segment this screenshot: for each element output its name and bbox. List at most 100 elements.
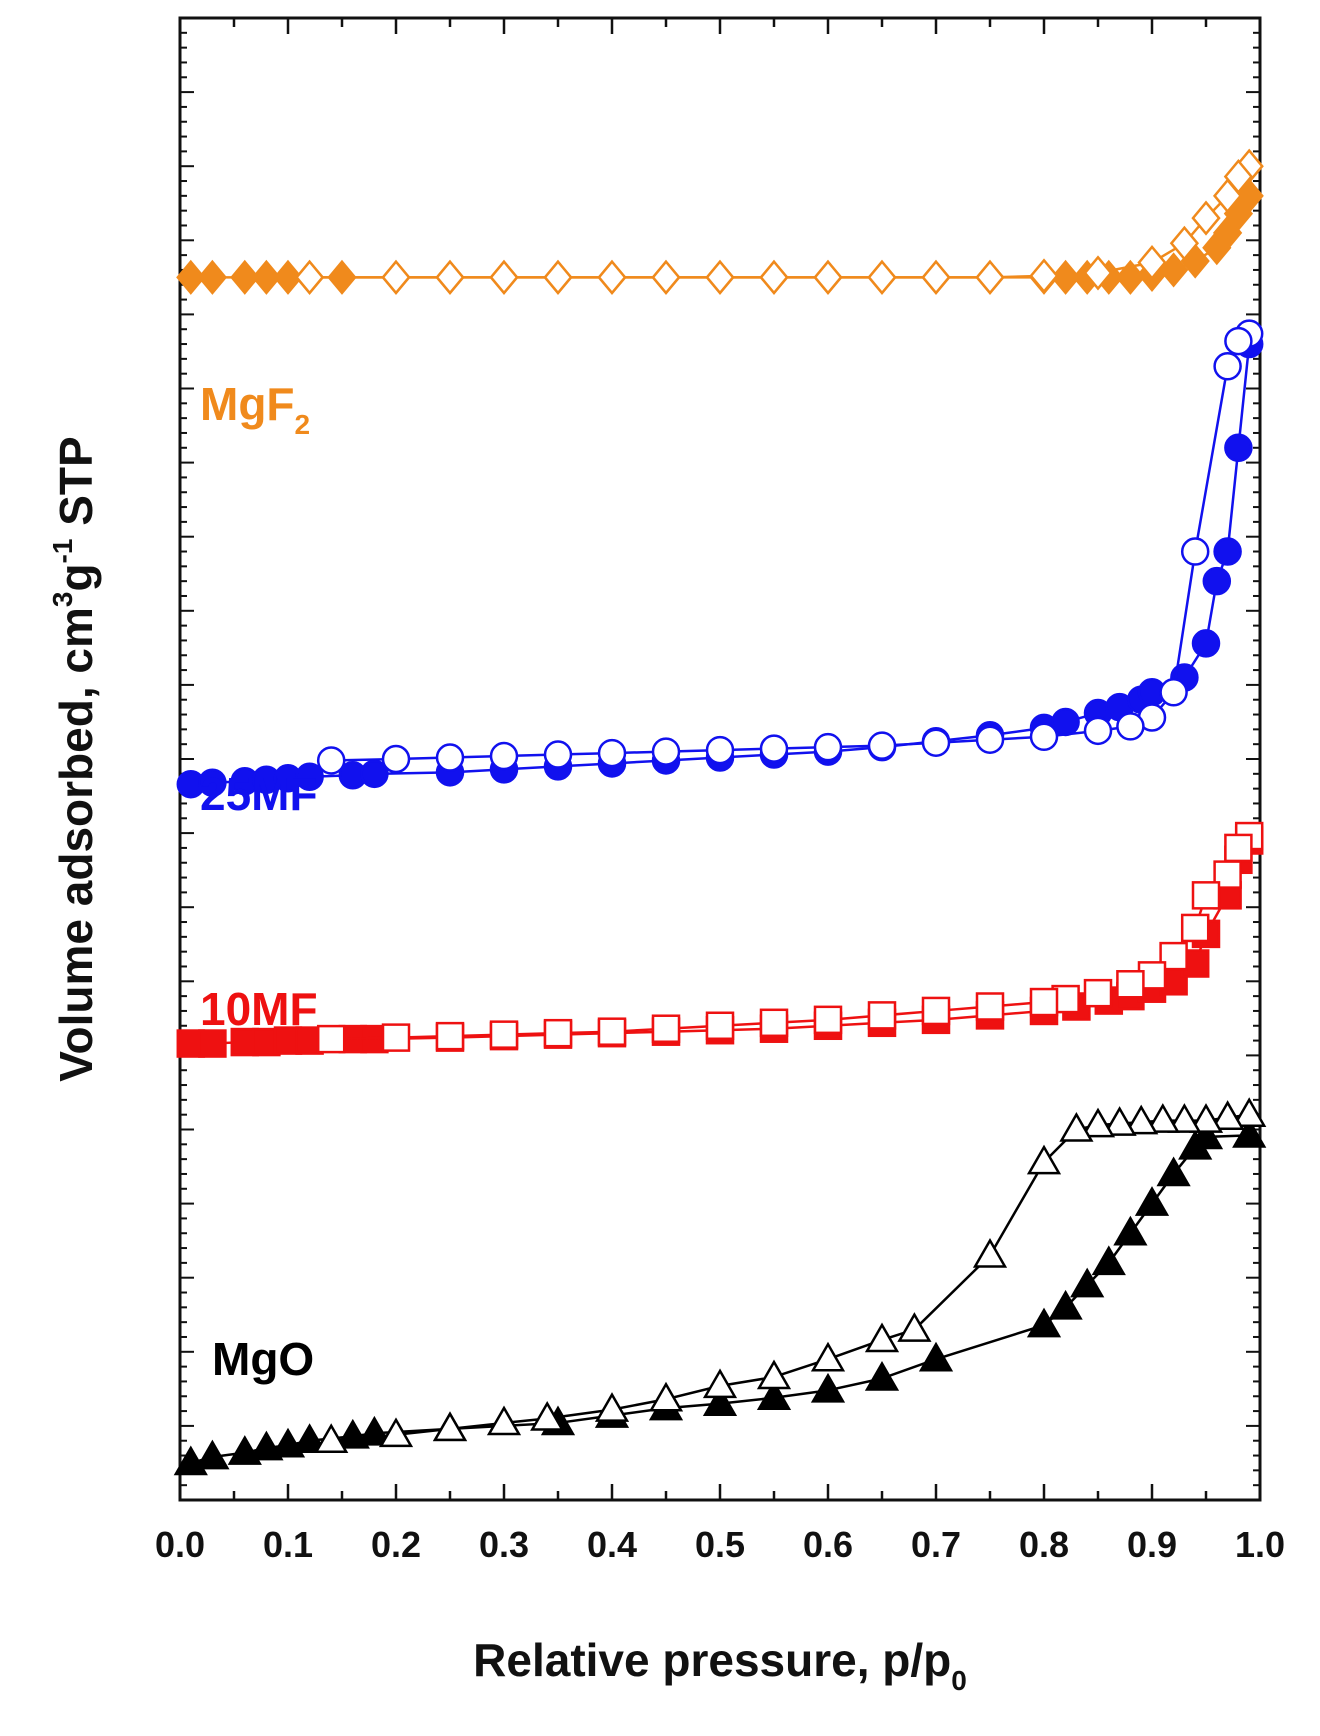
mgo-adsorption-point <box>918 1341 954 1372</box>
x-tick-labels: 0.0 0.1 0.2 0.3 0.4 0.5 0.6 0.7 0.8 0.9 1.0 <box>155 1524 1285 1565</box>
mgf2-desorption-point <box>294 259 325 295</box>
10mf-desorption-point <box>1191 881 1221 910</box>
10mf-desorption-point <box>316 1024 346 1054</box>
mgf2-adsorption-point <box>1050 259 1081 295</box>
10mf-desorption-point <box>1083 978 1113 1008</box>
mgf2-desorption-point <box>597 259 627 295</box>
mgo-desorption-point <box>897 1312 932 1342</box>
mgf2-desorption-point <box>435 259 465 295</box>
mgf2-adsorption-point <box>251 259 282 295</box>
25mf-adsorption-point <box>295 762 324 792</box>
mgf2-desorption-point <box>381 259 411 295</box>
series-label-10mf: 10MF <box>200 983 318 1035</box>
mgo-desorption-point <box>1124 1104 1159 1135</box>
mgf2-adsorption-point <box>230 259 260 295</box>
mgf2-adsorption-point <box>1158 252 1189 288</box>
25mf-desorption-point <box>759 734 789 763</box>
10mf-desorption-point <box>867 1001 897 1030</box>
mgf2-desorption-point <box>1083 255 1113 291</box>
mgo-adsorption-point <box>1026 1307 1062 1338</box>
10mf-desorption-point <box>543 1018 573 1048</box>
mgf2-desorption-point <box>867 259 897 295</box>
10mf-desorption-point <box>489 1020 519 1049</box>
10mf-desorption-point <box>597 1017 627 1046</box>
x-tick-label: 0.2 <box>371 1524 421 1565</box>
mgf2-adsorption-point <box>197 259 228 295</box>
mgo-desorption-point <box>530 1401 565 1431</box>
mgo-adsorption-point <box>1048 1289 1083 1320</box>
mgf2-desorption-point <box>705 259 735 295</box>
25mf-desorption-point <box>867 731 897 760</box>
10mf-desorption-point <box>435 1021 465 1051</box>
mgf2-desorption-point <box>759 259 789 295</box>
10mf-desorption-point <box>651 1014 681 1043</box>
mgo-desorption-point <box>1188 1103 1224 1133</box>
10mf-desorption-point <box>1029 987 1059 1017</box>
mgo-desorption-point <box>314 1423 349 1454</box>
series-label-mgf2: MgF2 <box>200 378 310 440</box>
series-mgf2 <box>176 148 1264 295</box>
mgo-desorption-point <box>378 1417 414 1448</box>
x-tick-label: 0.6 <box>803 1524 853 1565</box>
mgo-adsorption-point <box>702 1386 738 1416</box>
mgf2-desorption-point <box>1169 225 1200 261</box>
x-tick-label: 0.9 <box>1127 1524 1177 1565</box>
x-tick-label: 0.5 <box>695 1524 745 1565</box>
10mf-desorption-point <box>705 1011 735 1041</box>
mgo-desorption-point <box>1232 1097 1267 1127</box>
mgo-adsorption-point <box>1188 1119 1224 1150</box>
25mf-desorption-point <box>1180 537 1210 566</box>
mgf2-desorption-point <box>975 259 1005 295</box>
25mf-adsorption-point <box>1224 433 1253 463</box>
25mf-desorption-point <box>705 735 735 765</box>
mgo-adsorption-point <box>195 1439 230 1470</box>
mgo-adsorption-point <box>1113 1215 1148 1246</box>
mgo-desorption-point <box>810 1341 846 1372</box>
mgf2-desorption-point <box>1137 244 1167 281</box>
series-label-25mf: 25MF <box>200 768 318 820</box>
series-25mf <box>176 319 1264 799</box>
mgo-desorption-point <box>1167 1103 1202 1133</box>
x-axis-title: Relative pressure, p/p0 <box>473 1634 967 1696</box>
series-label-mgo: MgO <box>212 1333 314 1385</box>
mgf2-desorption-point <box>489 259 519 295</box>
25mf-desorption-point <box>813 732 843 762</box>
25mf-desorption-point <box>316 746 346 775</box>
mgo-desorption-point <box>486 1405 522 1436</box>
25mf-adsorption-point <box>1213 537 1242 566</box>
mgf2-adsorption-point <box>273 259 303 295</box>
mgo-desorption-point <box>1059 1112 1094 1142</box>
10mf-desorption-point <box>1180 913 1210 943</box>
mgo-adsorption-point <box>756 1380 792 1411</box>
10mf-desorption-point <box>1224 833 1253 863</box>
y-axis-title: Volume adsorbed, cm3g-1 STP <box>47 436 102 1081</box>
series-layer <box>173 148 1267 1476</box>
mgo-desorption-point <box>1080 1107 1116 1138</box>
mgf2-desorption-point <box>1191 200 1221 236</box>
25mf-desorption-point <box>921 728 951 757</box>
10mf-desorption-point <box>813 1005 843 1035</box>
25mf-adsorption-point <box>198 768 227 797</box>
mgo-adsorption-point <box>1232 1117 1267 1148</box>
mgo-desorption-point <box>432 1411 468 1442</box>
25mf-desorption-point <box>435 743 465 772</box>
mgf2-desorption-point <box>813 259 843 295</box>
25mf-adsorption-point <box>360 759 389 789</box>
mgo-desorption-point <box>864 1322 900 1353</box>
mgo-adsorption-point <box>810 1372 846 1403</box>
mgo-adsorption-point <box>864 1361 900 1391</box>
mgo-desorption-point <box>1145 1103 1180 1133</box>
mgo-desorption-point <box>702 1368 738 1399</box>
25mf-desorption-point <box>1029 722 1059 752</box>
mgo-adsorption-point <box>1134 1186 1170 1216</box>
10mf-desorption-point <box>975 992 1005 1021</box>
mgo-desorption-point <box>1210 1100 1245 1130</box>
x-tick-label: 0.1 <box>263 1524 313 1565</box>
25mf-desorption-point <box>489 741 519 771</box>
25mf-desorption-point <box>1083 716 1113 746</box>
x-tick-label: 0.7 <box>911 1524 961 1565</box>
25mf-desorption-point <box>1213 352 1242 381</box>
mgo-desorption-point <box>1102 1106 1137 1136</box>
10mf-desorption-point <box>1116 970 1145 999</box>
mgo-desorption-point <box>972 1238 1008 1268</box>
